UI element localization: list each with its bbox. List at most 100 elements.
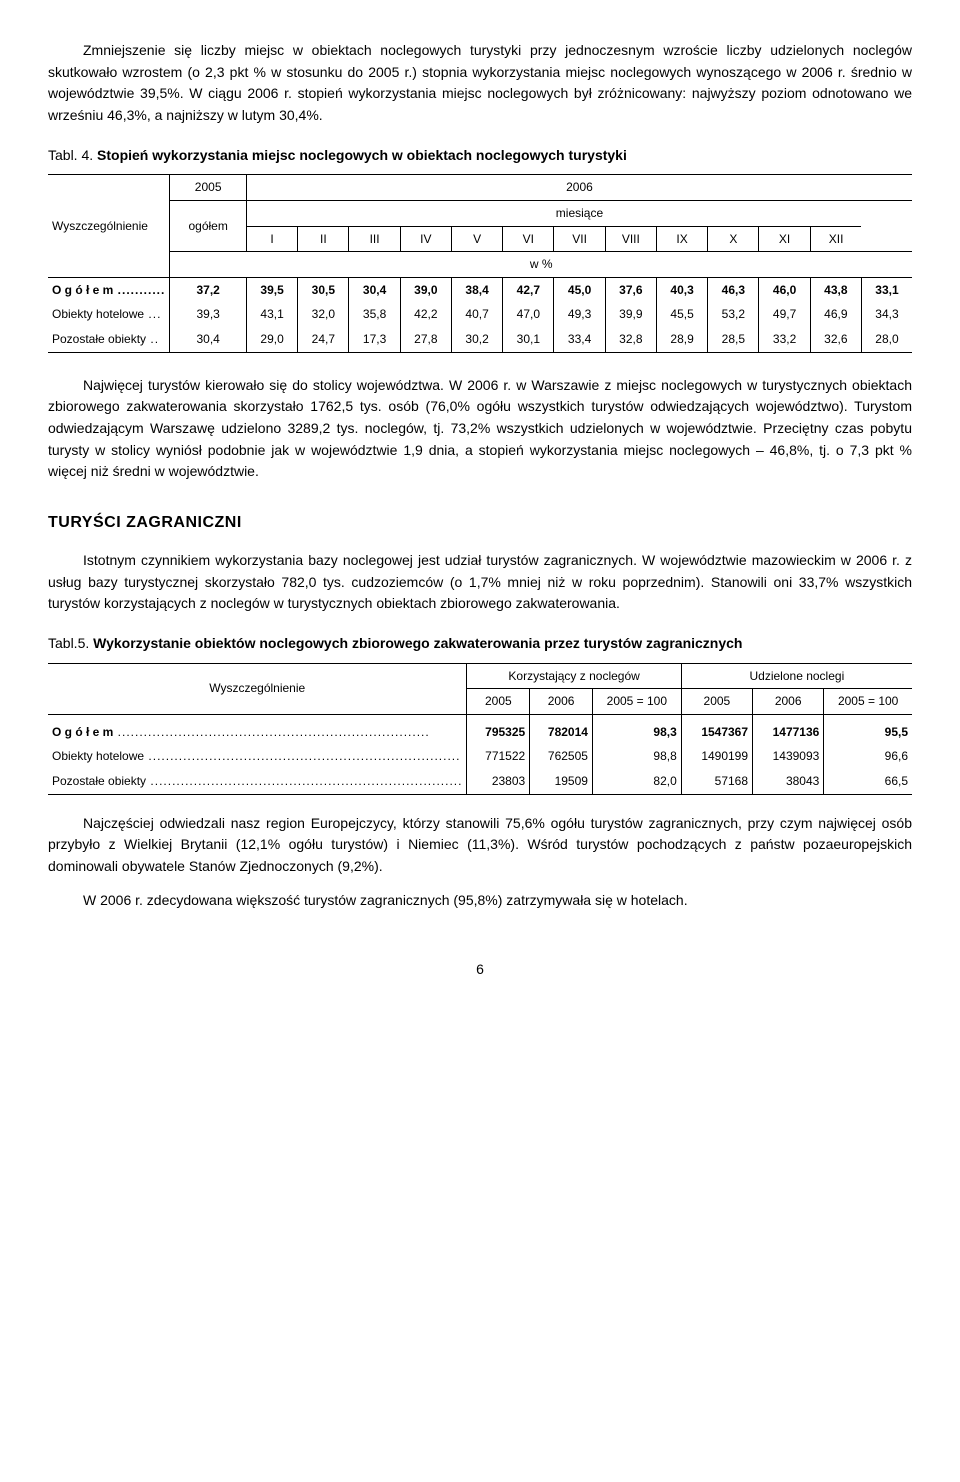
t4-r0-c0: 37,2 [170, 277, 247, 302]
t4-body: O g ó ł e m 37,2 39,5 30,5 30,4 39,0 38,… [48, 277, 912, 352]
t5-r0-c5: 95,5 [824, 714, 912, 744]
t4-r1-c4: 42,2 [400, 302, 451, 327]
t4-m-10: X [708, 226, 759, 252]
t4-r1-label: Obiekty hotelowe [52, 307, 144, 321]
t4-r1-c5: 40,7 [451, 302, 502, 327]
t4-r2-c8: 32,8 [605, 327, 656, 352]
t5-s0: 2005 [467, 689, 530, 715]
t5-h-korz: Korzystający z noclegów [467, 663, 681, 689]
t4-r0-c11: 46,0 [759, 277, 810, 302]
table5-caption-title: Wykorzystanie obiektów noclegowych zbior… [93, 635, 742, 651]
table4-caption-title: Stopień wykorzystania miejsc noclegowych… [97, 147, 627, 163]
t5-body: O g ó ł e m 795325 782014 98,3 1547367 1… [48, 714, 912, 794]
t5-r1-c4: 1439093 [753, 744, 824, 769]
t5-r2-c4: 38043 [753, 769, 824, 794]
t4-r1-c9: 45,5 [656, 302, 707, 327]
t4-r0-label: O g ó ł e m [52, 283, 113, 297]
t4-r1-c13: 34,3 [861, 302, 912, 327]
t4-col-2006: 2006 [246, 175, 912, 201]
table5: Wyszczególnienie Korzystający z noclegów… [48, 663, 912, 795]
t4-m-9: IX [656, 226, 707, 252]
t4-r0-c1: 39,5 [246, 277, 297, 302]
t4-r1-c10: 53,2 [708, 302, 759, 327]
t4-wpct: w % [170, 252, 912, 278]
t4-col-ogolem: ogółem [170, 201, 247, 252]
t4-m-12: XII [810, 226, 861, 252]
t5-r2-label: Pozostałe obiekty [52, 774, 146, 788]
t5-s1: 2006 [530, 689, 593, 715]
t5-col-wysz: Wyszczególnienie [48, 663, 467, 714]
table5-caption: Tabl.5. Wykorzystanie obiektów noclegowy… [48, 633, 912, 655]
t5-r0-c1: 782014 [530, 714, 593, 744]
t5-r0-c0: 795325 [467, 714, 530, 744]
t4-r2-c0: 30,4 [170, 327, 247, 352]
t4-r1-c1: 43,1 [246, 302, 297, 327]
t4-col-miesiace: miesiące [246, 201, 912, 227]
t5-r2-c1: 19509 [530, 769, 593, 794]
t4-r2-c7: 33,4 [554, 327, 605, 352]
t4-r1-c0: 39,3 [170, 302, 247, 327]
t5-r1-c2: 98,8 [592, 744, 681, 769]
table-row: Pozostałe obiekty 23803 19509 82,0 57168… [48, 769, 912, 794]
t5-r0-label: O g ó ł e m [52, 725, 113, 739]
t4-m-4: IV [400, 226, 451, 252]
t4-r2-c3: 17,3 [349, 327, 400, 352]
t5-r0-c2: 98,3 [592, 714, 681, 744]
t5-r1-c3: 1490199 [681, 744, 752, 769]
section-title: TURYŚCI ZAGRANICZNI [48, 511, 912, 536]
t4-m-7: VII [554, 226, 605, 252]
t4-r2-c13: 28,0 [861, 327, 912, 352]
t5-s3: 2005 [681, 689, 752, 715]
t4-r0-c13: 33,1 [861, 277, 912, 302]
table4-caption-prefix: Tabl. 4. [48, 147, 97, 163]
table-row: O g ó ł e m 37,2 39,5 30,5 30,4 39,0 38,… [48, 277, 912, 302]
t5-r1-c5: 96,6 [824, 744, 912, 769]
t4-r2-c9: 28,9 [656, 327, 707, 352]
t4-r0-c9: 40,3 [656, 277, 707, 302]
table-row: Obiekty hotelowe 771522 762505 98,8 1490… [48, 744, 912, 769]
t4-r1-c11: 49,7 [759, 302, 810, 327]
t4-col-2005: 2005 [170, 175, 247, 201]
t4-r2-c5: 30,2 [451, 327, 502, 352]
t4-r0-c2: 30,5 [298, 277, 349, 302]
t4-r0-c3: 30,4 [349, 277, 400, 302]
outro-p2: W 2006 r. zdecydowana większość turystów… [48, 890, 912, 912]
table-row: Obiekty hotelowe 39,3 43,1 32,0 35,8 42,… [48, 302, 912, 327]
t4-r0-c6: 42,7 [503, 277, 554, 302]
t4-r2-c12: 32,6 [810, 327, 861, 352]
t5-h-udz: Udzielone noclegi [681, 663, 912, 689]
t4-r2-label: Pozostałe obiekty [52, 332, 146, 346]
t5-r1-c0: 771522 [467, 744, 530, 769]
table-row: Pozostałe obiekty 30,4 29,0 24,7 17,3 27… [48, 327, 912, 352]
t5-r2-c0: 23803 [467, 769, 530, 794]
t5-s4: 2006 [753, 689, 824, 715]
t4-r1-c3: 35,8 [349, 302, 400, 327]
t4-m-11: XI [759, 226, 810, 252]
mid-paragraph: Najwięcej turystów kierowało się do stol… [48, 375, 912, 483]
t4-col-wysz: Wyszczególnienie [48, 175, 170, 277]
t4-r2-c11: 33,2 [759, 327, 810, 352]
table5-caption-prefix: Tabl.5. [48, 635, 93, 651]
t4-r0-c10: 46,3 [708, 277, 759, 302]
t4-m-6: VI [503, 226, 554, 252]
t5-r0-c4: 1477136 [753, 714, 824, 744]
table4-caption: Tabl. 4. Stopień wykorzystania miejsc no… [48, 145, 912, 167]
outro-p1: Najczęściej odwiedzali nasz region Europ… [48, 813, 912, 878]
t5-r1-c1: 762505 [530, 744, 593, 769]
t4-r1-c2: 32,0 [298, 302, 349, 327]
t4-m-2: II [298, 226, 349, 252]
t5-r2-c2: 82,0 [592, 769, 681, 794]
t4-m-8: VIII [605, 226, 656, 252]
t4-m-3: III [349, 226, 400, 252]
table-row: O g ó ł e m 795325 782014 98,3 1547367 1… [48, 714, 912, 744]
page-number: 6 [48, 959, 912, 981]
t4-r2-c6: 30,1 [503, 327, 554, 352]
t4-r0-c7: 45,0 [554, 277, 605, 302]
t5-r1-label: Obiekty hotelowe [52, 749, 144, 763]
t4-r1-c6: 47,0 [503, 302, 554, 327]
t4-m-5: V [451, 226, 502, 252]
section-title-text: TURYŚCI ZAGRANICZNI [48, 514, 242, 531]
table4: Wyszczególnienie 2005 2006 ogółem miesią… [48, 174, 912, 352]
intro-paragraph: Zmniejszenie się liczby miejsc w obiekta… [48, 40, 912, 127]
t4-r2-c10: 28,5 [708, 327, 759, 352]
